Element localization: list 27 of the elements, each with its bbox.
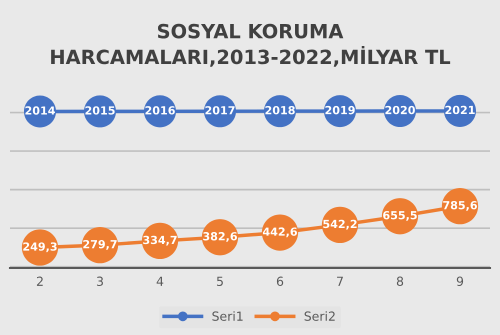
data-label: 249,3 xyxy=(23,242,57,252)
data-label: 382,6 xyxy=(203,232,237,242)
data-label: 2019 xyxy=(325,106,355,114)
legend-label: Seri2 xyxy=(304,311,335,321)
data-label: 279,7 xyxy=(83,240,117,250)
data-label: 542,2 xyxy=(323,220,357,230)
data-label: 334,7 xyxy=(143,236,177,246)
x-tick-label: 8 xyxy=(396,276,404,286)
data-label: 2015 xyxy=(85,106,115,115)
data-label: 2014 xyxy=(25,106,55,115)
data-label: 785,6 xyxy=(443,200,477,211)
data-label: 442,6 xyxy=(262,227,297,238)
data-label: 2020 xyxy=(385,106,415,114)
data-label: 2021 xyxy=(445,106,475,114)
x-tick-label: 6 xyxy=(276,276,284,286)
x-tick-label: 7 xyxy=(337,276,343,286)
x-tick-label: 9 xyxy=(456,276,464,286)
x-tick-label: 3 xyxy=(96,276,103,286)
data-label: 2016 xyxy=(145,106,175,115)
x-tick-label: 2 xyxy=(36,276,43,286)
x-tick-label: 5 xyxy=(216,276,223,286)
data-label: 655,5 xyxy=(383,211,417,221)
data-label: 2017 xyxy=(205,106,235,114)
chart-title: SOSYAL KORUMA HARCAMALARI,2013-2022,MİLYAR TL xyxy=(51,24,450,67)
x-tick-label: 4 xyxy=(156,276,164,286)
data-label: 2018 xyxy=(265,106,295,114)
legend-label: Seri1 xyxy=(212,311,243,321)
